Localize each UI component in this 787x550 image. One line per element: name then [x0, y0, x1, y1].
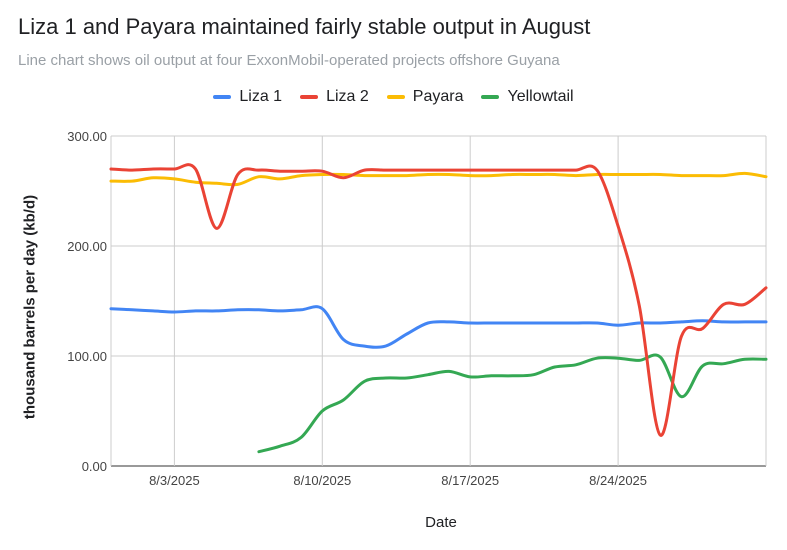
- chart-title: Liza 1 and Payara maintained fairly stab…: [18, 14, 591, 39]
- series-line-payara: [109, 171, 768, 187]
- x-tick-label: 8/24/2025: [589, 473, 647, 488]
- legend-swatch: [386, 95, 405, 99]
- legend: Liza 1 Liza 2 Payara Yellowtail: [0, 88, 787, 106]
- y-tick-label: 200.00: [67, 239, 107, 254]
- x-tick-label: 8/10/2025: [293, 473, 351, 488]
- series-line-yellowtail: [257, 353, 768, 454]
- series-line-liza-1: [109, 305, 768, 349]
- legend-swatch: [213, 95, 232, 99]
- legend-label: Liza 1: [239, 88, 283, 105]
- legend-item-liza-2: Liza 2: [300, 88, 369, 106]
- y-tick-label: 0.00: [82, 459, 107, 474]
- legend-item-liza-1: Liza 1: [213, 88, 282, 106]
- legend-item-payara: Payara: [386, 88, 464, 106]
- x-tick-label: 8/17/2025: [441, 473, 499, 488]
- legend-label: Payara: [412, 88, 464, 105]
- x-tick-label: 8/3/2025: [149, 473, 200, 488]
- chart-subtitle: Line chart shows oil output at four Exxo…: [18, 52, 560, 69]
- y-tick-label: 100.00: [67, 349, 107, 364]
- legend-label: Liza 2: [326, 88, 369, 105]
- series-line-liza-2: [109, 163, 768, 437]
- legend-swatch: [481, 95, 500, 99]
- y-axis-label: thousand barrels per day (kb/d): [21, 194, 39, 420]
- legend-item-yellowtail: Yellowtail: [481, 88, 574, 106]
- legend-label: Yellowtail: [507, 88, 574, 105]
- legend-swatch: [300, 95, 319, 99]
- y-tick-label: 300.00: [67, 129, 107, 144]
- x-axis-label: Date: [425, 514, 457, 531]
